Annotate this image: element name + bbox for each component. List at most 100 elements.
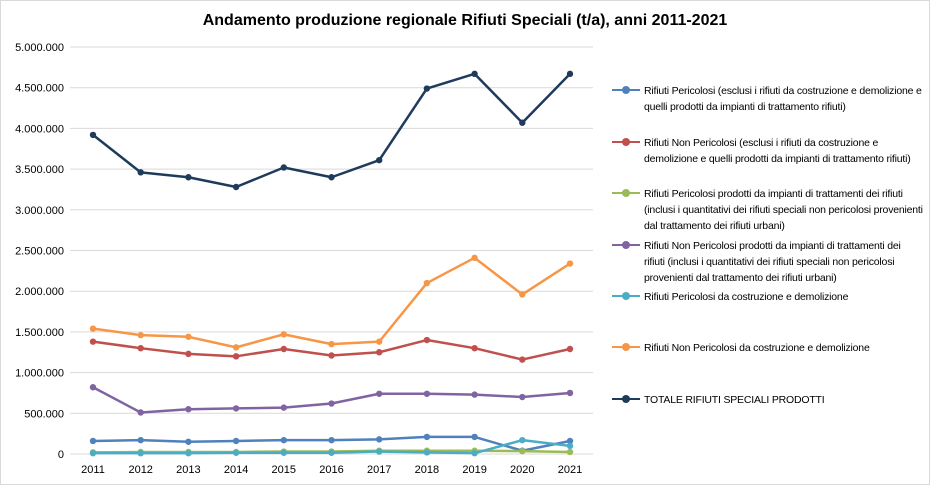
x-tick-label: 2011 (81, 464, 105, 476)
data-point (185, 333, 192, 340)
series-lines (89, 70, 574, 457)
data-point (423, 433, 431, 441)
data-point (471, 391, 478, 398)
data-point (471, 433, 478, 441)
x-tick-label: 2014 (224, 464, 248, 476)
y-tick-label: 3.500.000 (15, 164, 64, 176)
series-2 (89, 336, 574, 363)
x-axis: 2011 2012 2013 2014 2015 2016 2017 2018 2019 2020… (81, 464, 582, 476)
y-tick-label: 2.500.000 (15, 246, 64, 258)
data-point (232, 353, 240, 360)
legend-swatch (612, 291, 640, 301)
data-point (423, 336, 431, 344)
data-point (137, 344, 144, 352)
data-point (280, 449, 287, 456)
y-axis: 0 500.000 1.000.000 1.500.000 2.000.000 2.500… (15, 42, 64, 461)
y-tick-label: 2.000.000 (15, 286, 64, 298)
legend-item: TOTALE RIFIUTI SPECIALI PRODOTTI (612, 392, 924, 408)
x-tick-label: 2016 (319, 464, 343, 476)
data-point (328, 400, 335, 407)
data-point (137, 436, 144, 444)
data-point (566, 260, 574, 267)
data-point (328, 352, 335, 359)
legend-label: Rifiuti Pericolosi da costruzione e demo… (644, 291, 849, 303)
data-point (89, 131, 97, 139)
series-7 (89, 70, 574, 191)
data-point (185, 406, 192, 413)
legend-swatch (612, 188, 640, 198)
data-point (566, 448, 574, 456)
data-point (137, 169, 144, 176)
series-line (92, 72, 571, 189)
data-point (280, 331, 287, 338)
data-point (328, 340, 335, 348)
data-point (376, 338, 383, 345)
series-1 (89, 433, 574, 454)
x-tick-label: 2012 (128, 464, 152, 476)
data-point (376, 390, 383, 397)
legend-item: Rifiuti Non Pericolosi prodotti da impia… (612, 238, 924, 286)
y-tick-label: 0 (58, 449, 64, 461)
data-point (376, 349, 383, 356)
data-point (519, 356, 526, 363)
y-tick-label: 5.000.000 (15, 42, 64, 54)
data-point (185, 438, 192, 445)
data-point (185, 449, 192, 457)
legend-item: Rifiuti Pericolosi (esclusi i rifiuti da… (612, 83, 924, 115)
y-tick-label: 3.000.000 (15, 205, 64, 217)
x-tick-label: 2019 (462, 464, 486, 476)
data-point (280, 404, 287, 411)
data-point (280, 345, 287, 353)
legend-label: Rifiuti Pericolosi (esclusi i rifiuti da… (644, 85, 922, 113)
data-point (89, 338, 97, 345)
data-point (280, 164, 287, 171)
data-point (89, 325, 97, 332)
y-tick-label: 1.500.000 (15, 327, 64, 339)
data-point (185, 350, 192, 358)
x-tick-label: 2018 (415, 464, 439, 476)
data-point (566, 442, 574, 450)
data-point (328, 174, 335, 181)
x-tick-label: 2015 (272, 464, 296, 476)
data-point (185, 174, 192, 181)
data-point (232, 405, 240, 412)
chart-title: Andamento produzione regionale Rifiuti S… (202, 12, 728, 29)
data-point (376, 156, 383, 164)
data-point (89, 449, 97, 457)
legend-label: Rifiuti Non Pericolosi da costruzione e … (644, 342, 870, 354)
data-point (328, 449, 335, 456)
data-point (232, 449, 240, 456)
y-tick-label: 4.000.000 (15, 123, 64, 135)
legend-label: Rifiuti Non Pericolosi (esclusi i rifiut… (644, 137, 911, 165)
data-point (137, 331, 144, 339)
data-point (423, 449, 431, 456)
data-point (137, 449, 144, 457)
y-tick-label: 4.500.000 (15, 83, 64, 95)
data-point (280, 436, 287, 444)
data-point (471, 344, 478, 352)
data-point (519, 447, 526, 455)
data-point (232, 437, 240, 445)
series-4 (89, 384, 574, 416)
x-tick-label: 2020 (510, 464, 534, 476)
legend-swatch (612, 137, 640, 147)
legend-item: Rifiuti Pericolosi prodotti da impianti … (612, 186, 924, 234)
data-point (423, 279, 431, 287)
x-tick-label: 2013 (176, 464, 200, 476)
data-point (566, 345, 574, 353)
data-point (376, 436, 383, 443)
data-point (566, 437, 574, 445)
data-point (566, 389, 574, 397)
x-tick-label: 2021 (558, 464, 582, 476)
data-point (89, 384, 97, 391)
legend-swatch (612, 240, 640, 250)
series-line (92, 256, 571, 349)
data-point (423, 390, 431, 397)
legend-item: Rifiuti Pericolosi da costruzione e demo… (612, 289, 924, 305)
data-point (519, 119, 526, 126)
series-line (92, 386, 571, 414)
y-tick-label: 500.000 (24, 408, 64, 420)
data-point (232, 344, 240, 351)
data-point (471, 254, 478, 262)
